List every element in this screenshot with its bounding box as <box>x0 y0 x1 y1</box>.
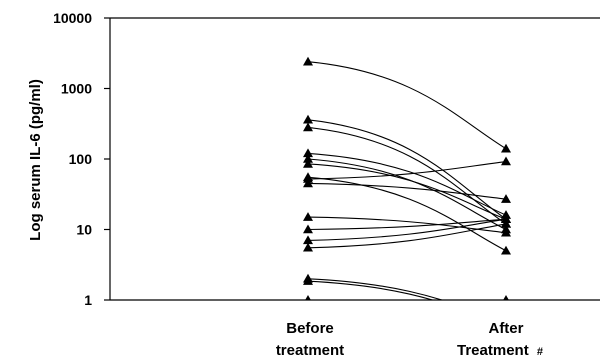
patient-line-11 <box>307 218 507 241</box>
patient-line-12 <box>307 223 507 249</box>
patient-line-10 <box>307 218 507 231</box>
patient-line-14 <box>307 280 435 300</box>
before-point-10 <box>303 224 313 234</box>
y-tick-marks <box>104 17 110 301</box>
category-label-before: Before <box>286 320 334 337</box>
category-label-before-line2: treatment <box>276 342 344 359</box>
before-point-12 <box>303 242 313 252</box>
before-point-4 <box>303 154 313 163</box>
before-point-11 <box>303 235 313 245</box>
category-label-after-hash: # <box>537 346 543 358</box>
y-tick-label: 100 <box>69 151 93 167</box>
patient-line-0 <box>307 61 507 150</box>
after-point-15 <box>503 295 509 300</box>
before-point-5 <box>303 158 313 168</box>
patient-line-8 <box>307 161 507 180</box>
before-point-14 <box>303 276 313 285</box>
patient-line-9 <box>307 216 507 234</box>
y-tick-label: 10000 <box>53 10 92 26</box>
before-point-8 <box>303 174 313 183</box>
category-label-after: After <box>488 320 523 337</box>
category-label-after-word: Treatment <box>457 342 529 359</box>
patient-line-6 <box>307 176 507 252</box>
patient-line-1 <box>307 119 507 220</box>
after-point-0 <box>501 143 511 153</box>
after-point-7 <box>501 194 511 203</box>
before-point-2 <box>303 122 313 132</box>
before-point-1 <box>303 114 313 124</box>
after-point-11 <box>501 214 511 223</box>
patient-line-2 <box>307 126 507 225</box>
after-point-12 <box>501 218 511 228</box>
y-tick-label: 1 <box>84 292 92 308</box>
after-point-8 <box>501 156 511 166</box>
y-tick-label: 1000 <box>61 81 92 97</box>
after-point-9 <box>501 227 511 237</box>
patient-line-13 <box>307 278 444 300</box>
patient-line-4 <box>307 158 507 230</box>
category-label-after-line2: Treatment # <box>457 342 543 359</box>
before-point-15 <box>305 295 311 300</box>
y-tick-label: 10 <box>76 222 92 238</box>
y-axis-title: Log serum IL-6 (pg/ml) <box>27 79 44 241</box>
before-point-7 <box>303 178 313 188</box>
before-point-9 <box>303 212 313 221</box>
patient-line-3 <box>307 152 507 216</box>
after-point-6 <box>501 245 511 255</box>
before-point-3 <box>303 148 313 158</box>
patient-line-5 <box>307 163 507 220</box>
before-point-0 <box>303 56 313 66</box>
patient-line-7 <box>307 182 507 200</box>
series-group <box>303 56 511 300</box>
